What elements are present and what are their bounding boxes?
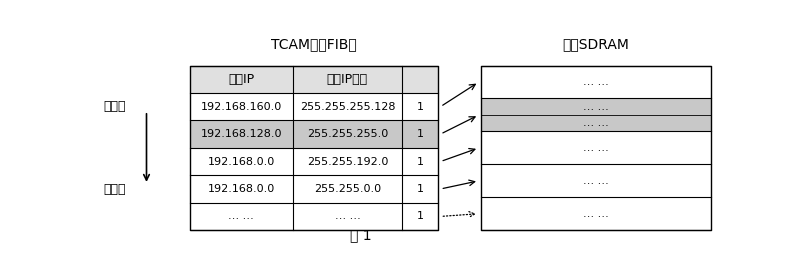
- Bar: [482, 65, 710, 230]
- Text: 192.168.0.0: 192.168.0.0: [208, 184, 275, 194]
- Text: 1: 1: [417, 184, 423, 194]
- Bar: [190, 121, 438, 148]
- Bar: [482, 98, 710, 132]
- Text: 目的IP: 目的IP: [228, 73, 254, 86]
- Text: 1: 1: [417, 102, 423, 112]
- Text: 255.255.255.0: 255.255.255.0: [306, 129, 388, 139]
- Text: 高地址: 高地址: [103, 182, 126, 196]
- Text: … …: … …: [583, 143, 609, 153]
- Text: … …: … …: [583, 118, 609, 128]
- Text: 1: 1: [417, 129, 423, 139]
- Text: 图 1: 图 1: [350, 228, 371, 242]
- Text: 1: 1: [417, 156, 423, 167]
- Text: … …: … …: [583, 209, 609, 219]
- Text: 192.168.160.0: 192.168.160.0: [201, 102, 282, 112]
- Text: … …: … …: [583, 102, 609, 112]
- Bar: [190, 65, 438, 230]
- Text: 192.168.0.0: 192.168.0.0: [208, 156, 275, 167]
- Text: 1: 1: [417, 212, 423, 221]
- Text: … …: … …: [229, 212, 254, 221]
- Text: … …: … …: [334, 212, 360, 221]
- Text: … …: … …: [583, 176, 609, 186]
- Text: 192.168.128.0: 192.168.128.0: [201, 129, 282, 139]
- Text: 目的IP掩码: 目的IP掩码: [327, 73, 368, 86]
- Text: 255.255.0.0: 255.255.0.0: [314, 184, 381, 194]
- Text: 对应SDRAM: 对应SDRAM: [562, 38, 630, 52]
- Text: 255.255.255.128: 255.255.255.128: [300, 102, 395, 112]
- Text: 低地址: 低地址: [103, 100, 126, 113]
- Text: … …: … …: [583, 77, 609, 87]
- Text: TCAM中的FIB表: TCAM中的FIB表: [271, 38, 357, 52]
- Text: 255.255.192.0: 255.255.192.0: [306, 156, 388, 167]
- Bar: [190, 65, 438, 93]
